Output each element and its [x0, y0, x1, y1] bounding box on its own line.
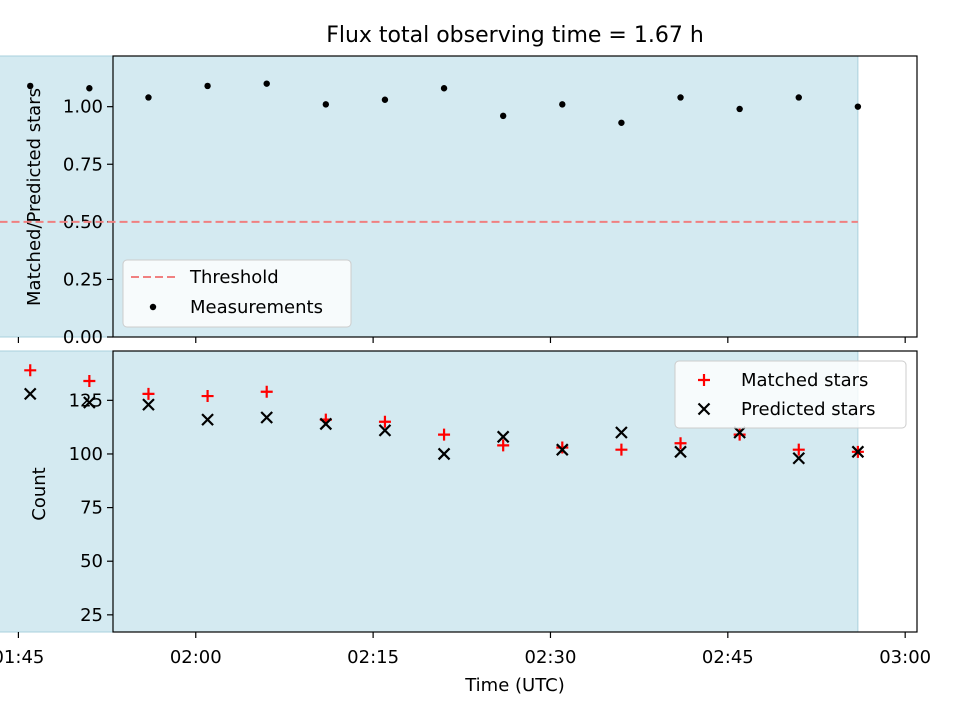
legend-predicted-label: Predicted stars — [741, 399, 875, 420]
legend-measurements-swatch — [149, 303, 157, 311]
legend-measurements-label: Measurements — [190, 297, 323, 318]
plot-frame — [112, 55, 918, 338]
measurement-point — [145, 94, 152, 101]
panel-ratio: 0.00 0.25 0.50 0.75 1.00 Flux total observing… — [0, 23, 918, 348]
y-tick-label: 100 — [69, 444, 103, 465]
matched-star-point — [615, 443, 628, 456]
predicted-star-point — [615, 426, 628, 439]
legend: Matched stars Predicted stars — [674, 360, 907, 429]
plot-frame — [112, 350, 918, 633]
predicted-star-point — [23, 387, 37, 401]
measurement-point — [440, 85, 448, 92]
measurement-point — [381, 96, 389, 103]
matched-star-point — [556, 441, 569, 454]
y-tick-label: 75 — [80, 498, 103, 519]
matched-star-point — [24, 364, 37, 377]
measurement-point — [204, 82, 211, 90]
legend-box — [674, 360, 907, 429]
measurement-point — [27, 82, 34, 90]
y-tick-label: 1.00 — [63, 97, 103, 118]
predicted-star-point — [378, 424, 392, 437]
predicted-star-point — [83, 396, 96, 409]
y-tick-label: 0.25 — [63, 269, 103, 290]
measurement-point — [736, 105, 743, 113]
measurement-point — [499, 112, 507, 120]
y-tick-label: 0.00 — [63, 327, 103, 348]
matched-star-point — [142, 387, 155, 400]
predicted-star-point — [851, 445, 865, 459]
legend: Threshold Measurements — [122, 259, 352, 328]
predicted-star-point — [201, 413, 214, 426]
legend-predicted-swatch — [697, 402, 711, 416]
matched-star-point — [83, 375, 96, 388]
predicted-star-point — [674, 445, 687, 459]
predicted-star-point — [260, 411, 273, 424]
measurement-point — [86, 85, 93, 92]
x-tick-label: 01:45 — [0, 647, 44, 668]
y-axis-label: Matched/Predicted stars — [24, 88, 45, 306]
matched-star-point — [497, 439, 510, 452]
x-tick-label: 03:00 — [879, 647, 931, 668]
x-tick-label: 02:45 — [702, 647, 754, 668]
legend-matched-swatch — [698, 374, 710, 386]
panel-count: 25507510012501:1501:3001:4502:0002:1502:… — [0, 350, 931, 696]
measurement-point — [795, 94, 802, 101]
measurement-point — [559, 101, 566, 108]
x-tick-label: 02:00 — [170, 647, 222, 668]
chart-title: Flux total observing time = 1.67 h — [326, 23, 704, 48]
legend-threshold-label: Threshold — [189, 267, 279, 288]
predicted-star-point — [319, 417, 333, 431]
measurement-point — [322, 101, 330, 108]
y-axis-label: Count — [29, 467, 50, 520]
legend-box — [122, 259, 352, 328]
x-tick-label: 02:15 — [347, 647, 399, 668]
predicted-star-point — [142, 398, 155, 411]
matched-star-point — [378, 415, 391, 428]
measurement-point — [618, 119, 625, 126]
y-tick-label: 0.75 — [63, 154, 103, 175]
predicted-star-point — [733, 426, 746, 439]
matched-star-point — [260, 385, 273, 398]
predicted-star-point — [792, 451, 806, 465]
matched-star-point — [438, 428, 451, 441]
matched-star-point — [733, 428, 746, 441]
measurement-point — [677, 94, 684, 101]
measurement-point — [854, 103, 862, 110]
y-tick-label: 0.50 — [63, 212, 103, 233]
predicted-star-point — [437, 447, 451, 461]
y-tick-label: 50 — [80, 551, 103, 572]
measurement-point — [263, 80, 270, 87]
matched-star-point — [674, 437, 687, 450]
x-axis-label: Time (UTC) — [464, 675, 565, 696]
y-tick-label: 125 — [69, 390, 103, 411]
predicted-star-point — [556, 443, 569, 456]
predicted-star-point — [496, 430, 510, 444]
y-tick-label: 25 — [80, 605, 103, 626]
x-tick-label: 02:30 — [525, 647, 577, 668]
legend-matched-label: Matched stars — [741, 370, 868, 391]
matched-star-point — [201, 390, 214, 403]
matched-star-point — [792, 443, 805, 456]
